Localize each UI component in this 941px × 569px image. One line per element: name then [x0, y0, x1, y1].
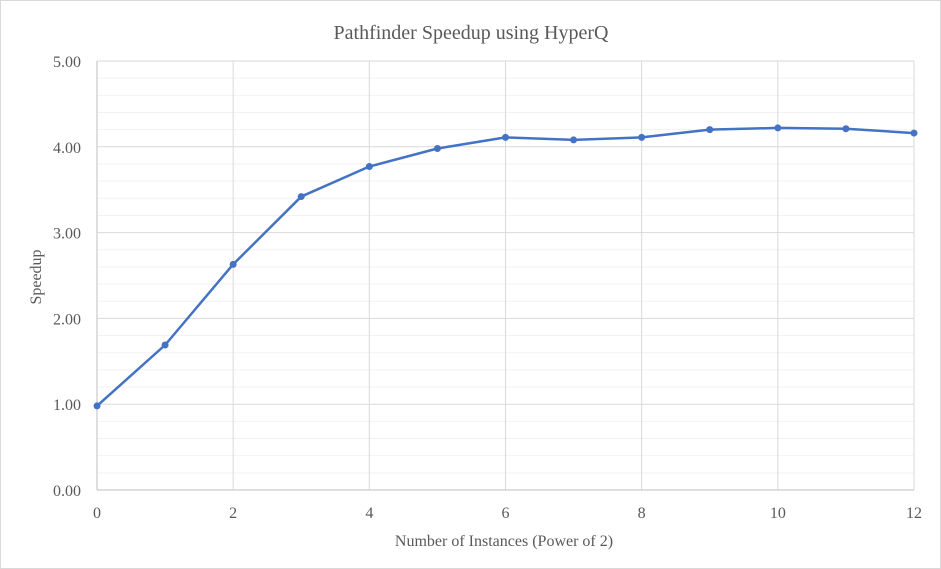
data-point — [638, 133, 646, 141]
y-tick-labels: 0.00 1.00 2.00 3.00 4.00 5.00 — [53, 54, 81, 500]
series-group — [93, 124, 918, 410]
data-point — [297, 193, 305, 201]
y-tick-label: 0.00 — [53, 483, 81, 500]
x-tick-label: 6 — [502, 505, 510, 522]
grid — [96, 60, 915, 491]
data-point — [229, 260, 237, 268]
data-point — [910, 129, 918, 137]
x-tick-label: 12 — [906, 505, 922, 522]
data-point — [365, 163, 373, 171]
x-tick-label: 4 — [365, 505, 373, 522]
data-point — [161, 341, 169, 349]
x-tick-label: 8 — [638, 505, 646, 522]
data-point — [570, 136, 578, 144]
y-tick-label: 3.00 — [53, 226, 81, 243]
data-point — [842, 125, 850, 133]
x-tick-label: 0 — [93, 505, 101, 522]
chart-title: Pathfinder Speedup using HyperQ — [334, 22, 610, 44]
data-point — [774, 124, 782, 132]
y-tick-label: 4.00 — [53, 140, 81, 157]
data-point — [706, 126, 714, 134]
data-point — [502, 133, 509, 141]
data-point — [433, 145, 441, 153]
y-tick-label: 5.00 — [53, 54, 81, 71]
data-point — [93, 402, 101, 410]
x-tick-label: 10 — [770, 505, 786, 522]
y-tick-label: 1.00 — [53, 397, 81, 414]
y-tick-label: 2.00 — [53, 311, 81, 328]
x-tick-label: 2 — [229, 505, 237, 522]
y-axis-title: Speedup — [28, 249, 45, 304]
x-axis-title: Number of Instances (Power of 2) — [395, 533, 613, 550]
x-tick-labels: 0 2 4 6 8 10 12 — [93, 505, 922, 522]
